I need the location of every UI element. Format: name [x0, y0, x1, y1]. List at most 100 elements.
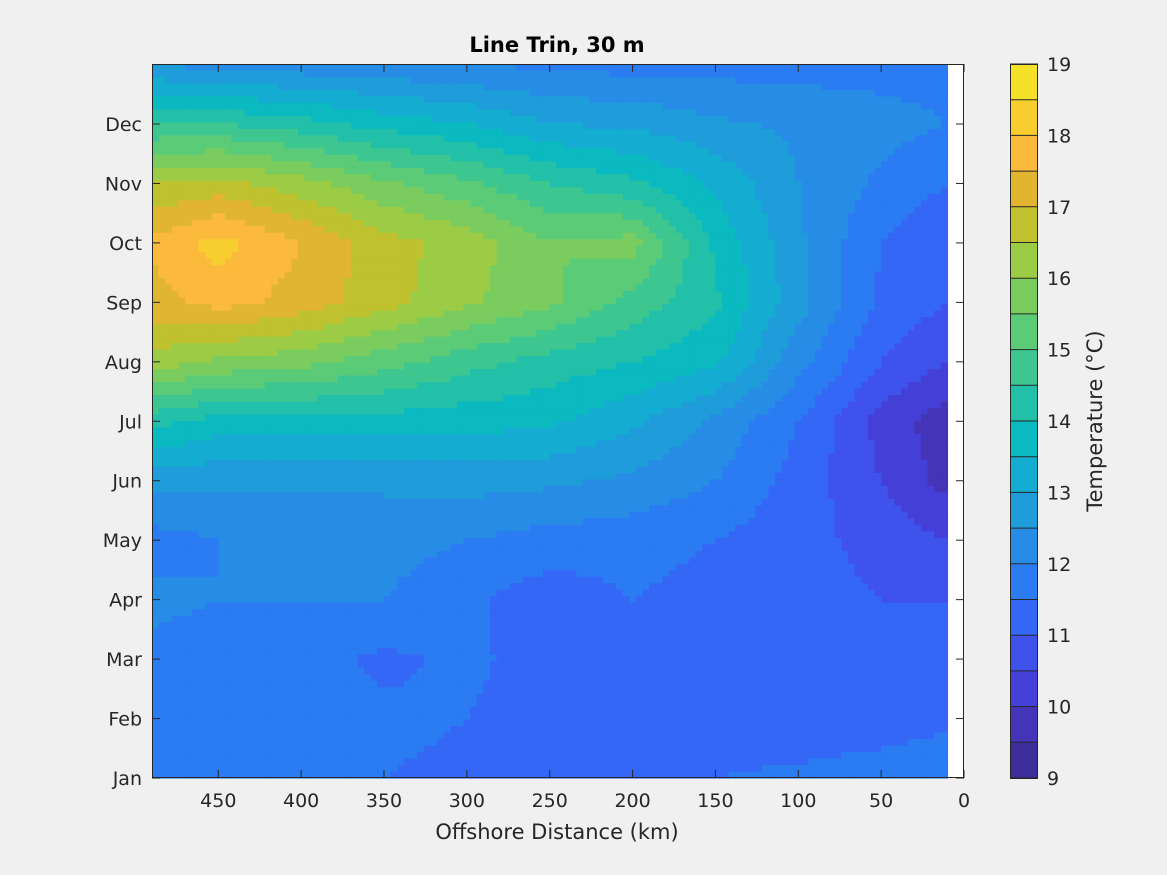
heatmap-cell: [403, 310, 412, 318]
heatmap-cell: [715, 141, 723, 149]
heatmap-cell: [490, 193, 498, 201]
heatmap-cell: [695, 226, 703, 234]
heatmap-cell: [867, 265, 876, 273]
heatmap-cell: [205, 89, 213, 98]
heatmap-cell: [920, 122, 929, 130]
heatmap-cell: [437, 226, 445, 234]
heatmap-cell: [741, 96, 750, 104]
heatmap-cell: [649, 317, 657, 325]
heatmap-cell: [662, 180, 670, 188]
heatmap-cell: [788, 128, 796, 136]
heatmap-cell: [344, 200, 352, 208]
heatmap-cell: [682, 200, 690, 208]
heatmap-cell: [596, 148, 604, 156]
heatmap-cell: [171, 89, 180, 98]
heatmap-cell: [476, 148, 485, 156]
heatmap-cell: [867, 219, 876, 227]
heatmap-cell: [496, 115, 504, 124]
heatmap-cell: [814, 317, 823, 325]
heatmap-cell: [191, 304, 199, 312]
heatmap-cell: [178, 76, 186, 85]
heatmap-cell: [894, 187, 902, 195]
heatmap-cell: [496, 76, 504, 85]
heatmap-cell: [403, 174, 412, 182]
heatmap-cell: [370, 297, 378, 305]
heatmap-cell: [940, 83, 949, 91]
heatmap-cell: [311, 102, 319, 111]
heatmap-cell: [569, 70, 577, 78]
heatmap-cell: [344, 310, 352, 318]
heatmap-cell: [417, 297, 425, 305]
heatmap-cell: [569, 187, 577, 195]
heatmap-cell: [443, 122, 451, 130]
heatmap-cell: [761, 154, 770, 162]
heatmap-cell: [715, 174, 723, 182]
heatmap-cell: [330, 76, 339, 85]
heatmap-cell: [476, 167, 485, 175]
heatmap-cell: [463, 310, 471, 318]
heatmap-cell: [350, 265, 359, 273]
heatmap-cell: [523, 96, 531, 104]
heatmap-cell: [456, 245, 465, 253]
heatmap-cell: [503, 161, 511, 169]
heatmap-cell: [887, 284, 895, 292]
heatmap-cell: [728, 297, 736, 305]
heatmap-cell: [861, 304, 869, 312]
heatmap-cell: [715, 219, 723, 227]
heatmap-cell: [198, 83, 206, 91]
heatmap-cell: [589, 265, 597, 273]
heatmap-cell: [516, 297, 524, 305]
heatmap-cell: [616, 174, 624, 182]
heatmap-cell: [867, 154, 876, 162]
heatmap-cell: [171, 213, 180, 221]
heatmap-cell: [490, 219, 498, 227]
heatmap-cell: [205, 252, 213, 260]
heatmap-cell: [682, 297, 690, 305]
heatmap-cell: [430, 278, 438, 286]
heatmap-cell: [702, 174, 710, 182]
heatmap-cell: [775, 122, 783, 130]
heatmap-cell: [344, 219, 352, 227]
heatmap-cell: [814, 291, 823, 299]
heatmap-cell: [456, 284, 465, 292]
heatmap-cell: [258, 213, 266, 221]
heatmap-cell: [562, 213, 571, 221]
heatmap-cell: [549, 291, 557, 299]
heatmap-cell: [218, 265, 226, 273]
heatmap-cell: [675, 304, 683, 312]
heatmap-cell: [920, 109, 929, 117]
heatmap-cell: [251, 174, 259, 182]
heatmap-cell: [185, 252, 193, 260]
heatmap-cell: [808, 70, 816, 78]
heatmap-cell: [781, 122, 789, 130]
heatmap-cell: [496, 167, 504, 175]
heatmap-cell: [304, 284, 312, 292]
heatmap-cell: [622, 83, 630, 91]
heatmap-cell: [258, 317, 266, 325]
heatmap-cell: [761, 258, 770, 266]
heatmap-cell: [277, 330, 286, 338]
heatmap-cell: [238, 265, 246, 273]
heatmap-cell: [244, 271, 253, 279]
heatmap-cell: [861, 76, 869, 85]
heatmap-cell: [874, 284, 882, 292]
heatmap-cell: [728, 161, 736, 169]
heatmap-cell: [848, 193, 856, 201]
heatmap-cell: [503, 167, 511, 175]
heatmap-cell: [781, 187, 789, 195]
heatmap-cell: [589, 232, 597, 240]
heatmap-cell: [430, 154, 438, 162]
heatmap-cell: [755, 232, 763, 240]
heatmap-cell: [264, 102, 272, 111]
heatmap-cell: [171, 258, 180, 266]
heatmap-cell: [788, 265, 796, 273]
heatmap-cell: [867, 180, 876, 188]
heatmap-cell: [708, 135, 717, 143]
heatmap-cell: [735, 278, 743, 286]
heatmap-cell: [562, 239, 571, 247]
heatmap-cell: [178, 226, 186, 234]
heatmap-cell: [695, 148, 703, 156]
heatmap-cell: [556, 76, 564, 85]
heatmap-cell: [748, 128, 756, 136]
heatmap-cell: [291, 128, 299, 136]
